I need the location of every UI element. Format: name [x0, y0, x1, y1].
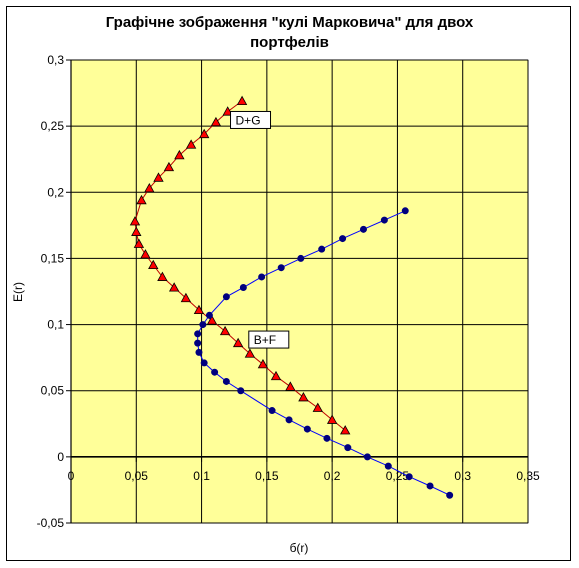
data-point [199, 321, 207, 329]
y-tick-label: 0,15 [41, 251, 65, 265]
data-point [148, 259, 159, 270]
data-point [222, 377, 230, 385]
x-tick-label: 0,25 [386, 469, 410, 483]
annotation-label: D+G [230, 110, 272, 129]
data-point [194, 339, 202, 347]
annotation-box [248, 330, 290, 349]
data-point [200, 359, 208, 367]
annotation-text: D+G [236, 113, 261, 127]
series-1 [129, 95, 351, 435]
tick-labels: 0 0,05 0,1 0,15 0,2 0,25 0,3 0,35 0,3 0,25 0,2 0,15… [37, 53, 540, 530]
data-point [144, 182, 155, 193]
data-point [303, 425, 311, 433]
data-point [232, 337, 244, 348]
data-point [140, 249, 151, 259]
data-point [239, 284, 247, 292]
x-tick-label: 0 [68, 469, 75, 483]
data-point [339, 235, 347, 243]
y-tick-label: 0,3 [47, 53, 64, 67]
data-point [344, 444, 352, 452]
y-tick-label: 0,1 [47, 318, 64, 332]
data-point [426, 482, 434, 490]
data-point [131, 226, 142, 236]
y-tick-label: -0,05 [37, 516, 65, 530]
data-point [133, 238, 145, 248]
data-point [174, 149, 185, 160]
data-point [163, 161, 175, 172]
data-point [446, 491, 454, 499]
x-tick-label: 0,35 [516, 469, 540, 483]
y-tick-label: 0,2 [47, 185, 64, 199]
data-point [205, 311, 213, 319]
data-point [312, 402, 323, 412]
data-point [244, 348, 256, 358]
data-point [129, 216, 141, 226]
chart-title-line-2: портфелів [250, 34, 329, 51]
data-point [318, 245, 326, 253]
data-point [180, 292, 192, 303]
data-point [405, 473, 413, 481]
chart-title: Графічне зображення "кулі Марковича" для… [0, 13, 579, 53]
y-tick-label: 0,05 [41, 384, 65, 398]
data-point [185, 139, 197, 149]
data-point [359, 225, 367, 233]
chart-title-line-1: Графічне зображення "кулі Марковича" для… [105, 14, 474, 31]
data-point [237, 387, 245, 395]
data-point [270, 370, 282, 381]
data-point [277, 264, 285, 272]
data-point [210, 116, 222, 127]
data-point [194, 330, 202, 338]
data-point [153, 172, 164, 182]
x-tick-label: 0,1 [193, 469, 210, 483]
data-point [193, 304, 205, 315]
data-point [199, 128, 210, 139]
data-point [401, 207, 409, 215]
x-tick-label: 0,15 [255, 469, 279, 483]
annotations: D+G B+F [230, 110, 290, 349]
x-tick-label: 0,05 [125, 469, 149, 483]
x-tick-label: 0,3 [454, 469, 471, 483]
data-point [136, 194, 147, 205]
data-point [380, 216, 388, 224]
data-point [298, 392, 309, 402]
annotation-label: B+F [248, 330, 290, 349]
data-point [323, 434, 331, 442]
data-point [222, 106, 233, 116]
data-point [168, 282, 180, 292]
y-tick-label: 0 [57, 450, 64, 464]
data-point [285, 381, 296, 391]
data-point [268, 407, 276, 415]
plot-area [70, 59, 529, 524]
data-point [157, 271, 168, 281]
annotation-box [230, 110, 272, 129]
data-point [326, 414, 338, 424]
annotation-text: B+F [254, 333, 276, 347]
data-point [384, 462, 392, 470]
axes [66, 59, 529, 524]
x-tick-label: 0,2 [324, 469, 341, 483]
x-axis-label: б(r) [290, 541, 309, 555]
data-point [285, 416, 293, 424]
gridlines [71, 59, 529, 524]
data-point [257, 358, 269, 369]
series-2 [194, 207, 454, 499]
data-point [297, 254, 305, 262]
data-point [195, 348, 203, 356]
data-point [258, 273, 266, 281]
data-point [236, 95, 248, 106]
data-point [363, 453, 371, 461]
data-point [222, 293, 230, 301]
y-axis-label: E(r) [11, 282, 25, 302]
data-point [206, 315, 218, 325]
data-point [219, 325, 231, 336]
series [129, 95, 454, 499]
y-tick-label: 0,25 [41, 119, 65, 133]
data-point [211, 368, 219, 376]
data-point [340, 425, 351, 435]
